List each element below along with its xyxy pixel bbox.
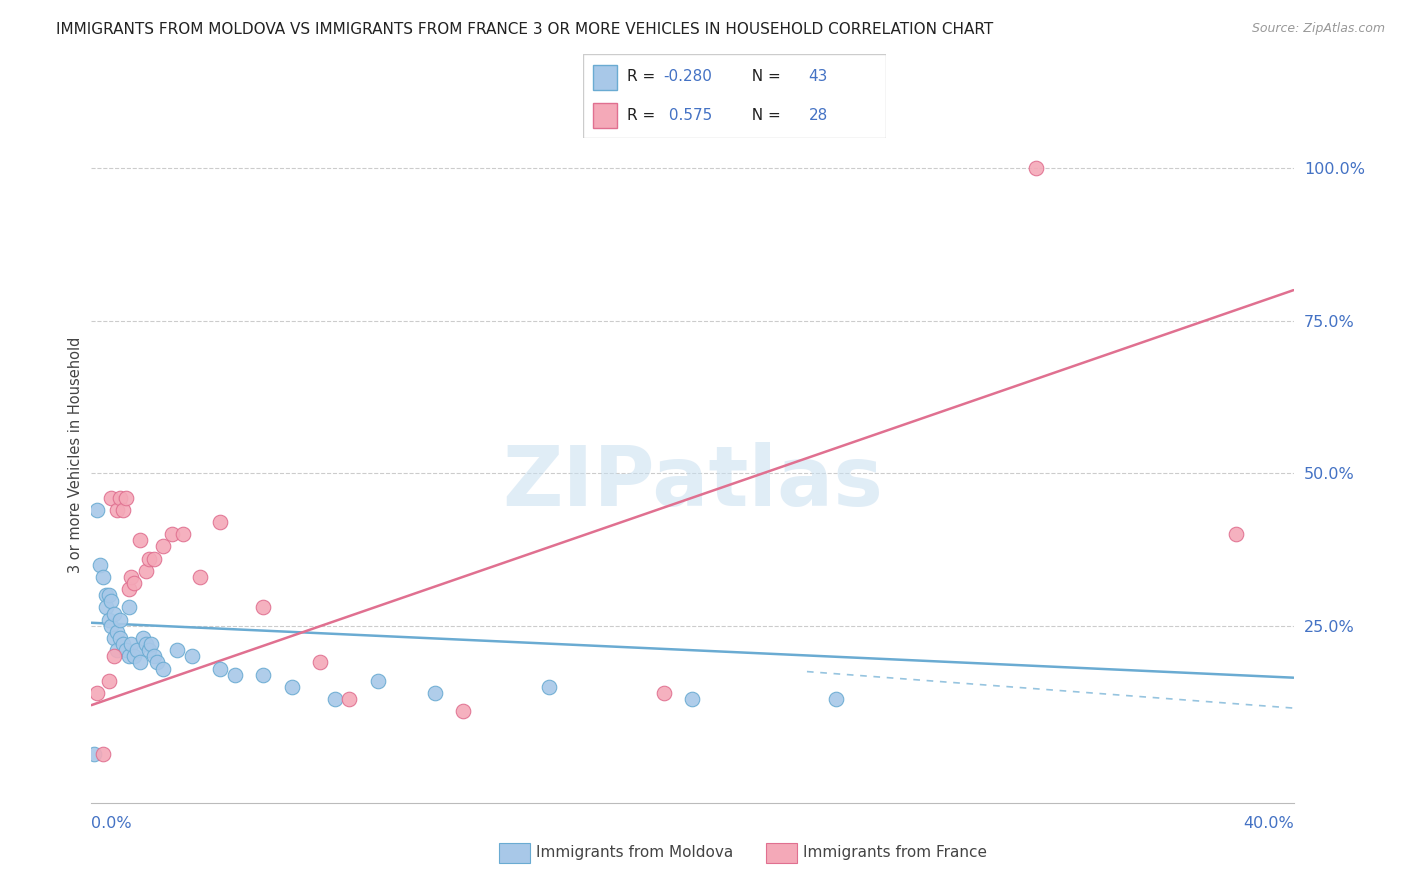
Point [172,527,194,541]
Point [323,692,346,706]
Point [1025,161,1047,175]
Point [146,656,169,670]
Point [281,680,304,694]
Point [94,600,117,615]
Text: IMMIGRANTS FROM MOLDOVA VS IMMIGRANTS FROM FRANCE 3 OR MORE VEHICLES IN HOUSEHOL: IMMIGRANTS FROM MOLDOVA VS IMMIGRANTS FR… [56,22,994,37]
Point [652,686,675,700]
Text: Source: ZipAtlas.com: Source: ZipAtlas.com [1251,22,1385,36]
Point [160,527,183,541]
Bar [592,64,617,90]
Point [117,649,139,664]
Text: Immigrants from France: Immigrants from France [803,846,987,860]
Point [129,656,152,670]
Point [94,588,117,602]
Text: -0.280: -0.280 [664,69,713,84]
Point [114,643,136,657]
Point [86,503,108,517]
Y-axis label: 3 or more Vehicles in Household: 3 or more Vehicles in Household [67,337,83,573]
Point [100,594,122,608]
Point [100,619,122,633]
Text: R =: R = [627,108,661,123]
Point [111,637,134,651]
Point [209,661,232,675]
Point [143,649,166,664]
Point [86,686,108,700]
Point [97,613,120,627]
Point [103,631,125,645]
Point [188,570,211,584]
Point [152,661,174,675]
Point [117,582,139,597]
Point [166,643,188,657]
Point [252,667,274,681]
Text: 43: 43 [808,69,828,84]
Text: 40.0%: 40.0% [1243,816,1294,831]
Point [124,649,146,664]
Point [105,643,128,657]
Point [152,540,174,554]
Point [91,747,114,761]
Point [138,551,160,566]
Point [91,570,114,584]
Point [117,600,139,615]
Point [538,680,561,694]
Point [89,558,111,572]
Point [97,673,120,688]
Point [108,631,131,645]
Text: N =: N = [742,108,786,123]
Point [105,624,128,639]
Point [135,637,157,651]
Text: N =: N = [742,69,786,84]
Point [127,643,149,657]
Point [224,667,246,681]
Point [100,491,122,505]
Point [824,692,846,706]
Point [108,491,131,505]
Point [453,704,475,718]
Text: 0.575: 0.575 [664,108,711,123]
Point [135,564,157,578]
Point [124,576,146,591]
Point [681,692,703,706]
Text: Immigrants from Moldova: Immigrants from Moldova [536,846,733,860]
Point [129,533,152,548]
Point [97,588,120,602]
Text: R =: R = [627,69,661,84]
Point [108,613,131,627]
Point [143,551,166,566]
Point [111,503,134,517]
Text: ZIPatlas: ZIPatlas [502,442,883,524]
Text: 28: 28 [808,108,828,123]
Point [103,649,125,664]
Point [252,600,274,615]
Point [114,491,136,505]
Point [138,643,160,657]
Point [180,649,202,664]
Text: 0.0%: 0.0% [91,816,132,831]
Point [103,607,125,621]
Bar [592,103,617,128]
Point [209,515,232,529]
Point [121,637,143,651]
Point [337,692,360,706]
Point [1225,527,1247,541]
Point [367,673,389,688]
Point [121,570,143,584]
Point [105,503,128,517]
Point [141,637,163,651]
Point [83,747,105,761]
Point [309,656,332,670]
Point [132,631,155,645]
Point [423,686,446,700]
